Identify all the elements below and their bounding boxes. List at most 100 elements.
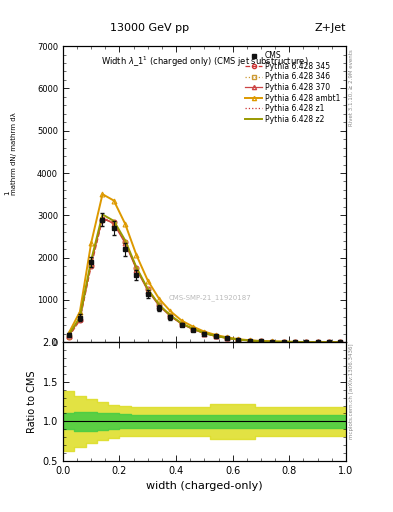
- Line: Pythia 6.428 z1: Pythia 6.428 z1: [68, 217, 340, 342]
- Pythia 6.428 ambt1: [281, 338, 286, 345]
- Pythia 6.428 370: [77, 316, 82, 322]
- Pythia 6.428 345: [225, 335, 230, 341]
- Line: Pythia 6.428 346: Pythia 6.428 346: [66, 216, 343, 345]
- Pythia 6.428 370: [123, 240, 127, 246]
- Pythia 6.428 345: [236, 336, 241, 343]
- Pythia 6.428 345: [77, 317, 82, 324]
- Pythia 6.428 ambt1: [327, 339, 331, 345]
- Pythia 6.428 z1: [89, 259, 94, 265]
- Pythia 6.428 z1: [315, 339, 320, 345]
- Pythia 6.428 346: [225, 335, 230, 342]
- Pythia 6.428 345: [292, 339, 297, 345]
- Pythia 6.428 z2: [157, 302, 162, 308]
- Pythia 6.428 370: [157, 303, 162, 309]
- Pythia 6.428 346: [327, 339, 331, 345]
- Pythia 6.428 370: [66, 333, 71, 339]
- Pythia 6.428 ambt1: [157, 295, 162, 302]
- Pythia 6.428 ambt1: [66, 330, 71, 336]
- Pythia 6.428 z1: [157, 302, 162, 308]
- Pythia 6.428 z2: [338, 339, 343, 345]
- Pythia 6.428 ambt1: [77, 309, 82, 315]
- Pythia 6.428 ambt1: [292, 339, 297, 345]
- Pythia 6.428 346: [168, 313, 173, 319]
- Pythia 6.428 z1: [225, 335, 230, 341]
- Pythia 6.428 370: [304, 339, 309, 345]
- Pythia 6.428 370: [338, 339, 343, 345]
- Line: Pythia 6.428 z2: Pythia 6.428 z2: [68, 215, 340, 342]
- Pythia 6.428 z2: [236, 336, 241, 343]
- Pythia 6.428 z1: [179, 321, 184, 327]
- Pythia 6.428 ambt1: [100, 191, 105, 197]
- Text: Z+Jet: Z+Jet: [314, 23, 346, 33]
- Pythia 6.428 370: [191, 326, 195, 332]
- Pythia 6.428 z2: [327, 339, 331, 345]
- Pythia 6.428 346: [281, 338, 286, 345]
- Pythia 6.428 ambt1: [134, 252, 139, 258]
- Pythia 6.428 z1: [213, 333, 218, 339]
- Pythia 6.428 345: [247, 337, 252, 344]
- Pythia 6.428 370: [292, 339, 297, 345]
- Pythia 6.428 345: [157, 302, 162, 308]
- Pythia 6.428 345: [270, 338, 275, 345]
- Pythia 6.428 z1: [202, 330, 207, 336]
- Line: Pythia 6.428 345: Pythia 6.428 345: [66, 217, 343, 345]
- Pythia 6.428 z2: [259, 338, 263, 344]
- Pythia 6.428 345: [100, 217, 105, 223]
- Pythia 6.428 z2: [247, 337, 252, 344]
- Line: Pythia 6.428 370: Pythia 6.428 370: [66, 216, 343, 345]
- Pythia 6.428 345: [327, 339, 331, 345]
- Pythia 6.428 345: [89, 263, 94, 269]
- Pythia 6.428 z1: [168, 313, 173, 319]
- Pythia 6.428 346: [157, 303, 162, 309]
- Pythia 6.428 346: [338, 339, 343, 345]
- Pythia 6.428 370: [179, 321, 184, 327]
- Pythia 6.428 ambt1: [213, 332, 218, 338]
- Pythia 6.428 ambt1: [304, 339, 309, 345]
- Pythia 6.428 345: [338, 339, 343, 345]
- Pythia 6.428 ambt1: [225, 334, 230, 340]
- Pythia 6.428 z1: [292, 339, 297, 345]
- Pythia 6.428 370: [225, 335, 230, 342]
- Pythia 6.428 z1: [66, 333, 71, 339]
- Pythia 6.428 370: [281, 339, 286, 345]
- Text: Rivet 3.1.10, ≥ 2.9M events: Rivet 3.1.10, ≥ 2.9M events: [349, 49, 354, 126]
- Pythia 6.428 ambt1: [123, 221, 127, 227]
- Pythia 6.428 ambt1: [112, 198, 116, 204]
- Pythia 6.428 z2: [100, 211, 105, 218]
- Legend: CMS, Pythia 6.428 345, Pythia 6.428 346, Pythia 6.428 370, Pythia 6.428 ambt1, P: CMS, Pythia 6.428 345, Pythia 6.428 346,…: [244, 50, 342, 125]
- Pythia 6.428 z2: [213, 333, 218, 339]
- Pythia 6.428 346: [259, 338, 263, 344]
- Pythia 6.428 345: [179, 321, 184, 327]
- Pythia 6.428 345: [304, 339, 309, 345]
- Text: mcplots.cern.ch [arXiv:1306.3436]: mcplots.cern.ch [arXiv:1306.3436]: [349, 344, 354, 439]
- Pythia 6.428 z2: [66, 332, 71, 338]
- Text: CMS-SMP-21_11920187: CMS-SMP-21_11920187: [169, 294, 252, 301]
- Pythia 6.428 z1: [338, 339, 343, 345]
- Pythia 6.428 345: [145, 286, 150, 292]
- Pythia 6.428 370: [315, 339, 320, 345]
- Pythia 6.428 346: [202, 330, 207, 336]
- Pythia 6.428 ambt1: [89, 240, 94, 246]
- Pythia 6.428 z1: [270, 338, 275, 345]
- Pythia 6.428 370: [202, 330, 207, 336]
- Pythia 6.428 z2: [304, 339, 309, 345]
- Pythia 6.428 346: [304, 339, 309, 345]
- Y-axis label: Ratio to CMS: Ratio to CMS: [27, 370, 37, 433]
- Pythia 6.428 346: [123, 240, 127, 246]
- Pythia 6.428 345: [202, 330, 207, 336]
- Pythia 6.428 z2: [270, 338, 275, 345]
- Pythia 6.428 345: [315, 339, 320, 345]
- Pythia 6.428 z2: [77, 314, 82, 321]
- Pythia 6.428 z1: [236, 336, 241, 343]
- Pythia 6.428 370: [112, 221, 116, 227]
- Pythia 6.428 z1: [123, 239, 127, 245]
- Pythia 6.428 370: [100, 215, 105, 221]
- Pythia 6.428 z2: [179, 321, 184, 327]
- X-axis label: width (charged-only): width (charged-only): [146, 481, 263, 491]
- Pythia 6.428 z2: [89, 257, 94, 263]
- Pythia 6.428 z2: [145, 286, 150, 292]
- Pythia 6.428 345: [259, 338, 263, 344]
- Pythia 6.428 370: [247, 337, 252, 344]
- Pythia 6.428 z1: [145, 287, 150, 293]
- Pythia 6.428 370: [259, 338, 263, 344]
